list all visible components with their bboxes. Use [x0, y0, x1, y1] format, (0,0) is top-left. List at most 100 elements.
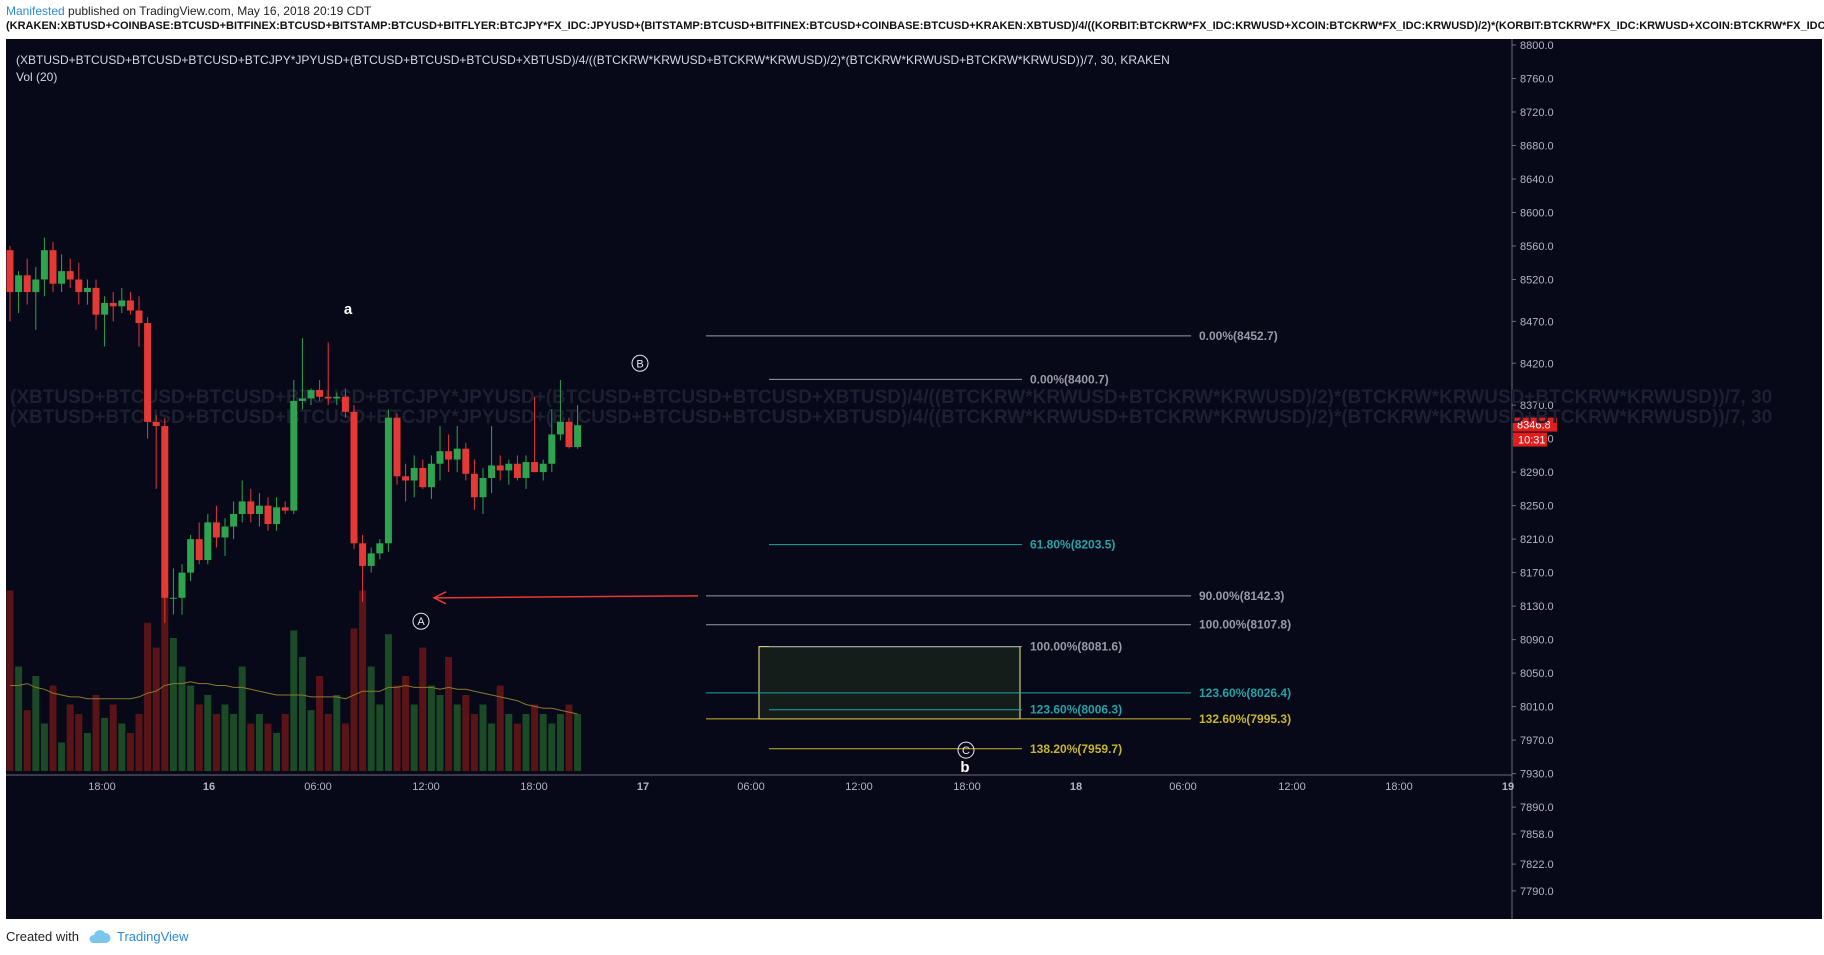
author-link[interactable]: Manifested: [6, 4, 65, 18]
time-tick-label: 18:00: [953, 781, 981, 793]
volume-bar: [539, 714, 547, 771]
candle-body: [204, 522, 212, 561]
volume-bar: [101, 717, 109, 771]
volume-bar: [307, 710, 315, 771]
candle-body: [83, 287, 91, 293]
last-price-label: 8346.8: [1517, 420, 1551, 432]
candle-body: [556, 421, 564, 435]
candle-body: [152, 421, 160, 427]
footer: Created with TradingView: [6, 929, 189, 944]
price-tick-label: 8370.0: [1520, 400, 1554, 412]
volume-bar: [556, 714, 564, 771]
fib-level-label: 123.60%(8006.3): [1030, 703, 1122, 717]
candle-body: [427, 463, 435, 488]
volume-bar: [40, 723, 48, 771]
pointer-arrow-head: [432, 591, 447, 605]
price-tick-label: 8600.0: [1520, 208, 1554, 220]
volume-bar: [436, 695, 444, 771]
candle-body: [6, 250, 14, 293]
candle-body: [109, 302, 117, 307]
volume-bar: [531, 704, 539, 771]
wave-label-b: b: [960, 759, 969, 776]
volume-bar: [238, 666, 246, 771]
volume-bar: [548, 723, 556, 771]
volume-bar: [109, 704, 117, 771]
candle-body: [187, 539, 195, 573]
chart-panel[interactable]: 8800.0 8760.0 8720.0 8680.0 8640.0 8600.0 8560…: [6, 39, 1822, 919]
volume-bar: [419, 647, 427, 771]
volume-bar: [144, 622, 152, 771]
tradingview-brand-text: TradingView: [116, 929, 189, 944]
candle-body: [384, 417, 392, 544]
volume-bar: [92, 695, 100, 771]
price-tick-label: 8010.0: [1520, 702, 1554, 714]
price-tick-label: 8050.0: [1520, 668, 1554, 680]
candle-body: [101, 302, 109, 315]
target-zone-box: [758, 646, 1021, 720]
time-tick-label: 06:00: [1169, 781, 1197, 793]
candle-body: [118, 300, 126, 307]
volume-bar: [178, 666, 186, 771]
price-tick-label: 8520.0: [1520, 275, 1554, 287]
price-axis-background: [1512, 39, 1822, 919]
price-tick-label: 8250.0: [1520, 501, 1554, 513]
volume-bar: [298, 657, 306, 771]
volume-bar: [187, 685, 195, 771]
price-tick-label: 8420.0: [1520, 358, 1554, 370]
fib-level-label: 90.00%(8142.3): [1199, 589, 1284, 603]
volume-legend: Vol (20): [16, 70, 58, 84]
publication-info: Manifested published on TradingView.com,…: [6, 4, 371, 18]
wave-label-A: A: [417, 616, 425, 628]
candle-body: [505, 463, 513, 471]
candle-body: [376, 543, 384, 554]
price-tick-label: 7822.0: [1520, 859, 1554, 871]
pointer-arrow-line: [433, 595, 699, 599]
price-tick-label: 8760.0: [1520, 74, 1554, 86]
candle-body: [298, 398, 306, 401]
volume-bar: [118, 723, 126, 771]
time-tick-label: 17: [637, 781, 649, 793]
candle-body: [479, 477, 487, 498]
price-tick-label: 8560.0: [1520, 241, 1554, 253]
fib-level-label: 100.00%(8081.6): [1030, 640, 1122, 654]
candle-body: [195, 539, 203, 561]
wave-label-a: a: [344, 301, 353, 318]
candle-body: [169, 597, 177, 599]
price-chart[interactable]: 8800.0 8760.0 8720.0 8680.0 8640.0 8600.0 8560…: [6, 39, 1822, 919]
candle-body: [126, 300, 134, 311]
volume-bar: [230, 714, 238, 771]
candle-body: [161, 426, 169, 598]
volume-bar: [333, 695, 341, 771]
candle-body: [496, 465, 504, 471]
candle-body: [238, 501, 246, 514]
volume-bar: [393, 685, 401, 771]
fib-level-label: 138.20%(7959.7): [1030, 742, 1122, 756]
candle-body: [393, 417, 401, 477]
candle-body: [32, 279, 40, 293]
candle-body: [135, 310, 143, 324]
candle-body: [333, 396, 341, 399]
fib-level-label: 132.60%(7995.3): [1199, 712, 1291, 726]
price-tick-label: 8130.0: [1520, 601, 1554, 613]
volume-bar: [58, 742, 66, 771]
time-tick-label: 18:00: [520, 781, 548, 793]
time-tick-label: 06:00: [304, 781, 332, 793]
time-tick-label: 12:00: [845, 781, 873, 793]
price-tick-label: 8680.0: [1520, 141, 1554, 153]
volume-bar: [316, 676, 324, 771]
wave-label-C: C: [962, 745, 970, 757]
fib-level-label: 123.60%(8026.4): [1199, 686, 1291, 700]
candle-body: [522, 462, 530, 478]
candle-body: [513, 463, 521, 478]
volume-bar: [83, 733, 91, 771]
candle-body: [324, 396, 332, 399]
volume-bar: [359, 590, 367, 771]
volume-bar: [479, 704, 487, 771]
candle-body: [92, 287, 100, 315]
candle-body: [453, 448, 461, 460]
volume-bar: [488, 723, 496, 771]
candle-body: [539, 463, 547, 473]
volume-bar: [247, 723, 255, 771]
volume-bar: [195, 704, 203, 771]
tradingview-link[interactable]: TradingView: [87, 929, 189, 944]
